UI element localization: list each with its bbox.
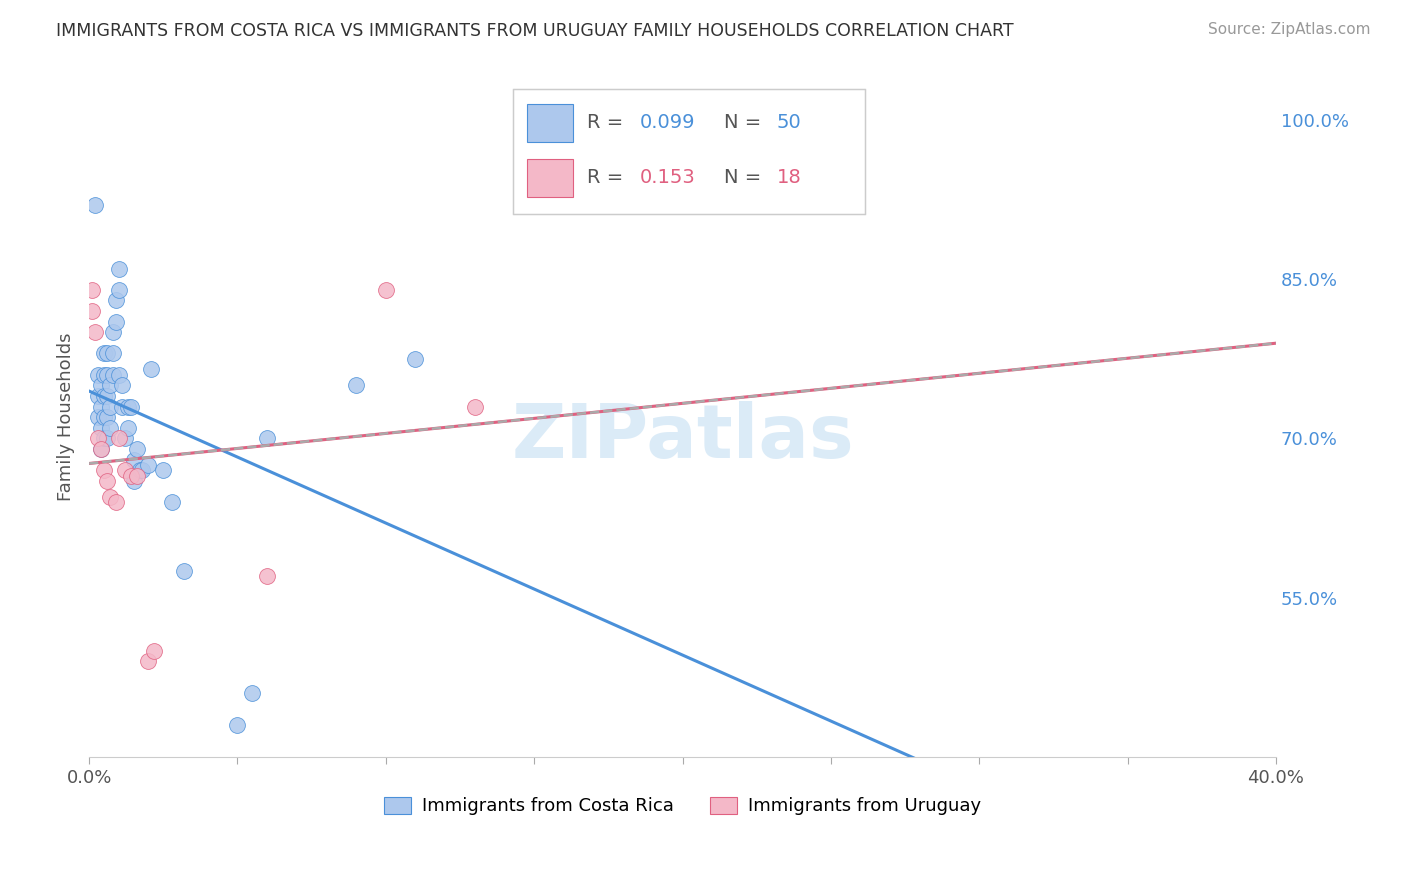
Point bbox=[111, 378, 134, 392]
Point bbox=[80, 283, 103, 297]
FancyBboxPatch shape bbox=[527, 159, 574, 196]
Point bbox=[173, 564, 195, 578]
Point bbox=[344, 378, 367, 392]
Point bbox=[87, 410, 110, 425]
Point bbox=[107, 432, 129, 446]
Point bbox=[125, 442, 148, 456]
Text: IMMIGRANTS FROM COSTA RICA VS IMMIGRANTS FROM URUGUAY FAMILY HOUSEHOLDS CORRELAT: IMMIGRANTS FROM COSTA RICA VS IMMIGRANTS… bbox=[56, 22, 1014, 40]
FancyBboxPatch shape bbox=[527, 104, 574, 142]
Point bbox=[122, 452, 145, 467]
Point bbox=[101, 325, 124, 339]
Point bbox=[96, 432, 118, 446]
Point bbox=[98, 378, 121, 392]
Point bbox=[96, 389, 118, 403]
Point bbox=[87, 432, 110, 446]
Point bbox=[464, 400, 486, 414]
Point bbox=[117, 421, 139, 435]
Text: ZIPatlas: ZIPatlas bbox=[512, 401, 853, 474]
Point bbox=[138, 458, 160, 472]
Point bbox=[87, 368, 110, 382]
Point bbox=[111, 400, 134, 414]
Point bbox=[90, 442, 112, 456]
Point bbox=[143, 644, 166, 658]
Point bbox=[152, 463, 174, 477]
Point bbox=[93, 410, 115, 425]
Point bbox=[98, 421, 121, 435]
Point bbox=[117, 400, 139, 414]
Text: 0.099: 0.099 bbox=[640, 113, 695, 132]
Point bbox=[90, 442, 112, 456]
Point bbox=[93, 463, 115, 477]
Point bbox=[90, 400, 112, 414]
Point bbox=[240, 686, 263, 700]
Point bbox=[114, 463, 136, 477]
Point bbox=[125, 468, 148, 483]
Point bbox=[104, 293, 127, 308]
Point bbox=[226, 718, 249, 732]
Text: 50: 50 bbox=[776, 113, 801, 132]
Point bbox=[90, 378, 112, 392]
Point bbox=[101, 368, 124, 382]
Point bbox=[107, 368, 129, 382]
Point bbox=[374, 283, 396, 297]
Point bbox=[93, 346, 115, 360]
Point bbox=[93, 389, 115, 403]
Point bbox=[104, 315, 127, 329]
Point bbox=[84, 198, 107, 212]
Point bbox=[101, 346, 124, 360]
Y-axis label: Family Households: Family Households bbox=[58, 333, 75, 501]
Point bbox=[96, 474, 118, 488]
Point bbox=[120, 468, 142, 483]
Point bbox=[96, 368, 118, 382]
Text: 18: 18 bbox=[776, 169, 801, 187]
Point bbox=[98, 490, 121, 504]
Point bbox=[404, 351, 426, 366]
Point bbox=[87, 389, 110, 403]
Point bbox=[90, 421, 112, 435]
Point bbox=[96, 346, 118, 360]
Point bbox=[114, 432, 136, 446]
Point bbox=[104, 495, 127, 509]
Text: N =: N = bbox=[724, 113, 768, 132]
Text: R =: R = bbox=[586, 169, 630, 187]
Point bbox=[256, 432, 278, 446]
Text: 0.153: 0.153 bbox=[640, 169, 696, 187]
Point bbox=[141, 362, 163, 376]
Text: Source: ZipAtlas.com: Source: ZipAtlas.com bbox=[1208, 22, 1371, 37]
Point bbox=[128, 463, 150, 477]
Point bbox=[122, 474, 145, 488]
Point bbox=[256, 569, 278, 583]
Point bbox=[98, 400, 121, 414]
Point bbox=[96, 410, 118, 425]
Text: R =: R = bbox=[586, 113, 630, 132]
Point bbox=[80, 304, 103, 318]
Point bbox=[138, 654, 160, 668]
Point bbox=[160, 495, 183, 509]
Point bbox=[107, 283, 129, 297]
Legend: Immigrants from Costa Rica, Immigrants from Uruguay: Immigrants from Costa Rica, Immigrants f… bbox=[377, 789, 988, 822]
Point bbox=[107, 261, 129, 276]
Point bbox=[93, 368, 115, 382]
Point bbox=[93, 432, 115, 446]
Point bbox=[84, 325, 107, 339]
Point bbox=[131, 463, 153, 477]
Text: N =: N = bbox=[724, 169, 768, 187]
Point bbox=[120, 400, 142, 414]
